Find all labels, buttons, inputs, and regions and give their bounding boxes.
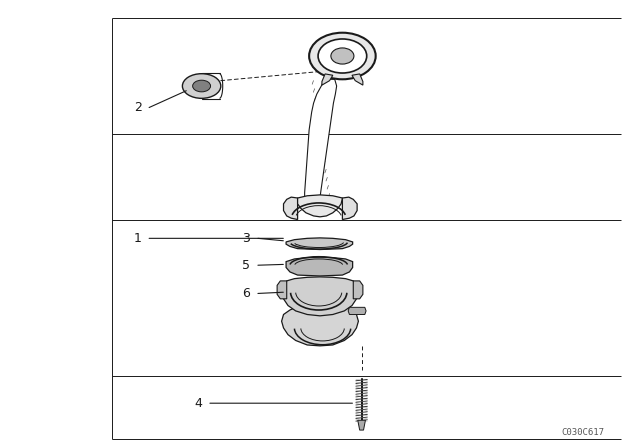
Polygon shape (286, 257, 353, 276)
Polygon shape (286, 238, 353, 250)
Text: 2: 2 (134, 101, 141, 114)
Polygon shape (284, 197, 298, 220)
Polygon shape (282, 305, 358, 346)
Polygon shape (352, 74, 363, 85)
Polygon shape (358, 420, 365, 430)
Circle shape (318, 39, 367, 73)
Text: 6: 6 (243, 287, 250, 300)
Circle shape (331, 48, 354, 64)
Polygon shape (348, 307, 366, 314)
Polygon shape (305, 79, 337, 199)
Polygon shape (353, 281, 363, 299)
Circle shape (309, 33, 376, 79)
Polygon shape (277, 281, 287, 299)
Text: 4: 4 (195, 396, 202, 410)
Ellipse shape (182, 73, 221, 98)
Text: 1: 1 (134, 232, 141, 245)
Text: C030C617: C030C617 (562, 428, 605, 437)
Ellipse shape (193, 80, 211, 92)
Polygon shape (322, 74, 333, 85)
Polygon shape (298, 195, 342, 217)
Text: 5: 5 (243, 258, 250, 272)
Polygon shape (342, 197, 357, 220)
Text: 3: 3 (243, 232, 250, 245)
Polygon shape (282, 277, 358, 316)
